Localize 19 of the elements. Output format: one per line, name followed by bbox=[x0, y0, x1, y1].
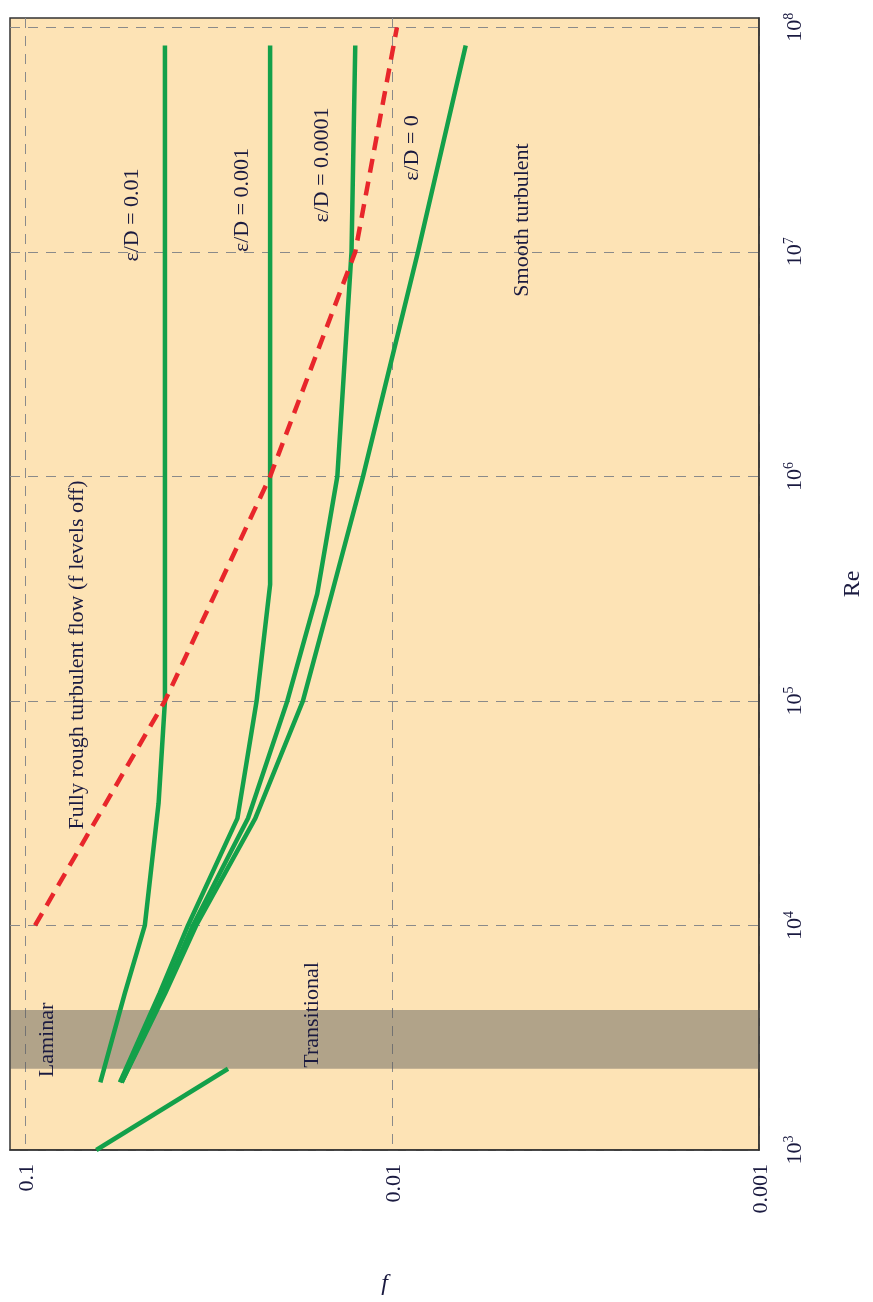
annotation: ε/D = 0.01 bbox=[117, 168, 143, 262]
annotation: Transitional bbox=[297, 962, 323, 1068]
x-axis-title: f bbox=[381, 1269, 392, 1295]
annotation: ε/D = 0.0001 bbox=[307, 107, 333, 223]
annotation: Laminar bbox=[32, 1002, 58, 1078]
y-tick-label: 104 bbox=[780, 910, 806, 940]
x-tick-label: 0.01 bbox=[379, 1164, 405, 1203]
annotation: Fully rough turbulent flow (f levels off) bbox=[62, 480, 88, 830]
x-tick-label: 0.1 bbox=[12, 1164, 38, 1192]
y-tick-label: 105 bbox=[780, 686, 806, 716]
y-axis-title: Re bbox=[838, 570, 864, 598]
y-tick-label: 107 bbox=[780, 237, 806, 267]
annotation: ε/D = 0 bbox=[397, 115, 423, 181]
y-tick-label: 106 bbox=[780, 461, 806, 491]
y-tick-label: 103 bbox=[780, 1135, 806, 1165]
x-tick-label: 0.001 bbox=[746, 1164, 772, 1214]
annotation: ε/D = 0.001 bbox=[227, 147, 253, 253]
annotation: Smooth turbulent bbox=[507, 143, 533, 297]
y-tick-label: 108 bbox=[780, 12, 806, 42]
